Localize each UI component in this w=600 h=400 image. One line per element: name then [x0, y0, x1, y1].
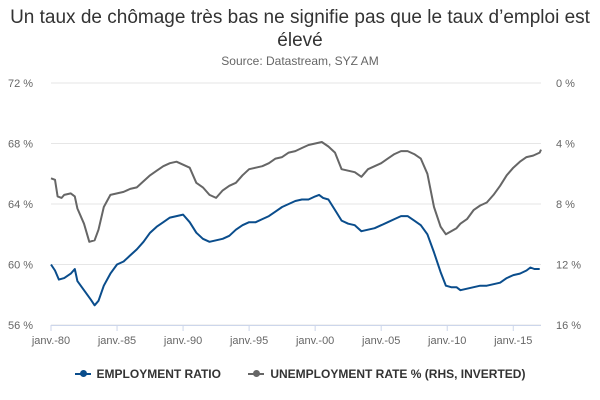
chart-legend: EMPLOYMENT RATIO UNEMPLOYMENT RATE % (RH…	[0, 364, 600, 381]
x-tick-label: janv.-95	[229, 335, 268, 347]
y-right-tick-label: 16 %	[556, 320, 581, 332]
y-right-tick-label: 12 %	[556, 260, 581, 272]
x-tick-label: janv.-90	[163, 335, 202, 347]
chart-title: Un taux de chômage très bas ne signifie …	[10, 7, 590, 51]
y-left-tick-label: 68 %	[8, 139, 33, 151]
y-right-tick-label: 0 %	[556, 78, 575, 90]
x-tick-label: janv.-15	[493, 335, 532, 347]
legend-label-employment: EMPLOYMENT RATIO	[96, 367, 221, 381]
x-tick-label: janv.-85	[97, 335, 136, 347]
x-tick-label: janv.-80	[31, 335, 70, 347]
y-left-tick-label: 56 %	[8, 320, 33, 332]
chart-subtitle: Source: Datastream, SYZ AM	[221, 54, 379, 68]
series-line-unemployment	[50, 141, 542, 243]
y-right-tick-label: 8 %	[556, 199, 575, 211]
y-left-tick-label: 64 %	[8, 199, 33, 211]
legend-item-unemployment[interactable]: UNEMPLOYMENT RATE % (RHS, INVERTED)	[248, 367, 525, 381]
series-line-employment	[50, 193, 540, 307]
x-tick-label: janv.-00	[295, 335, 334, 347]
y-left-tick-label: 60 %	[8, 260, 33, 272]
x-tick-label: janv.-10	[427, 335, 466, 347]
x-tick-label: janv.-05	[361, 335, 400, 347]
y-left-tick-label: 72 %	[8, 78, 33, 90]
y-right-tick-label: 4 %	[556, 139, 575, 151]
line-chart: 72 % 68 % 64 % 60 % 56 % 0 % 4 % 8 % 12 % 16 % jan…	[8, 78, 581, 347]
legend-item-employment[interactable]: EMPLOYMENT RATIO	[74, 367, 221, 381]
legend-label-unemployment: UNEMPLOYMENT RATE % (RHS, INVERTED)	[270, 367, 526, 381]
legend-marker-employment	[74, 370, 91, 377]
legend-marker-unemployment	[248, 370, 265, 377]
